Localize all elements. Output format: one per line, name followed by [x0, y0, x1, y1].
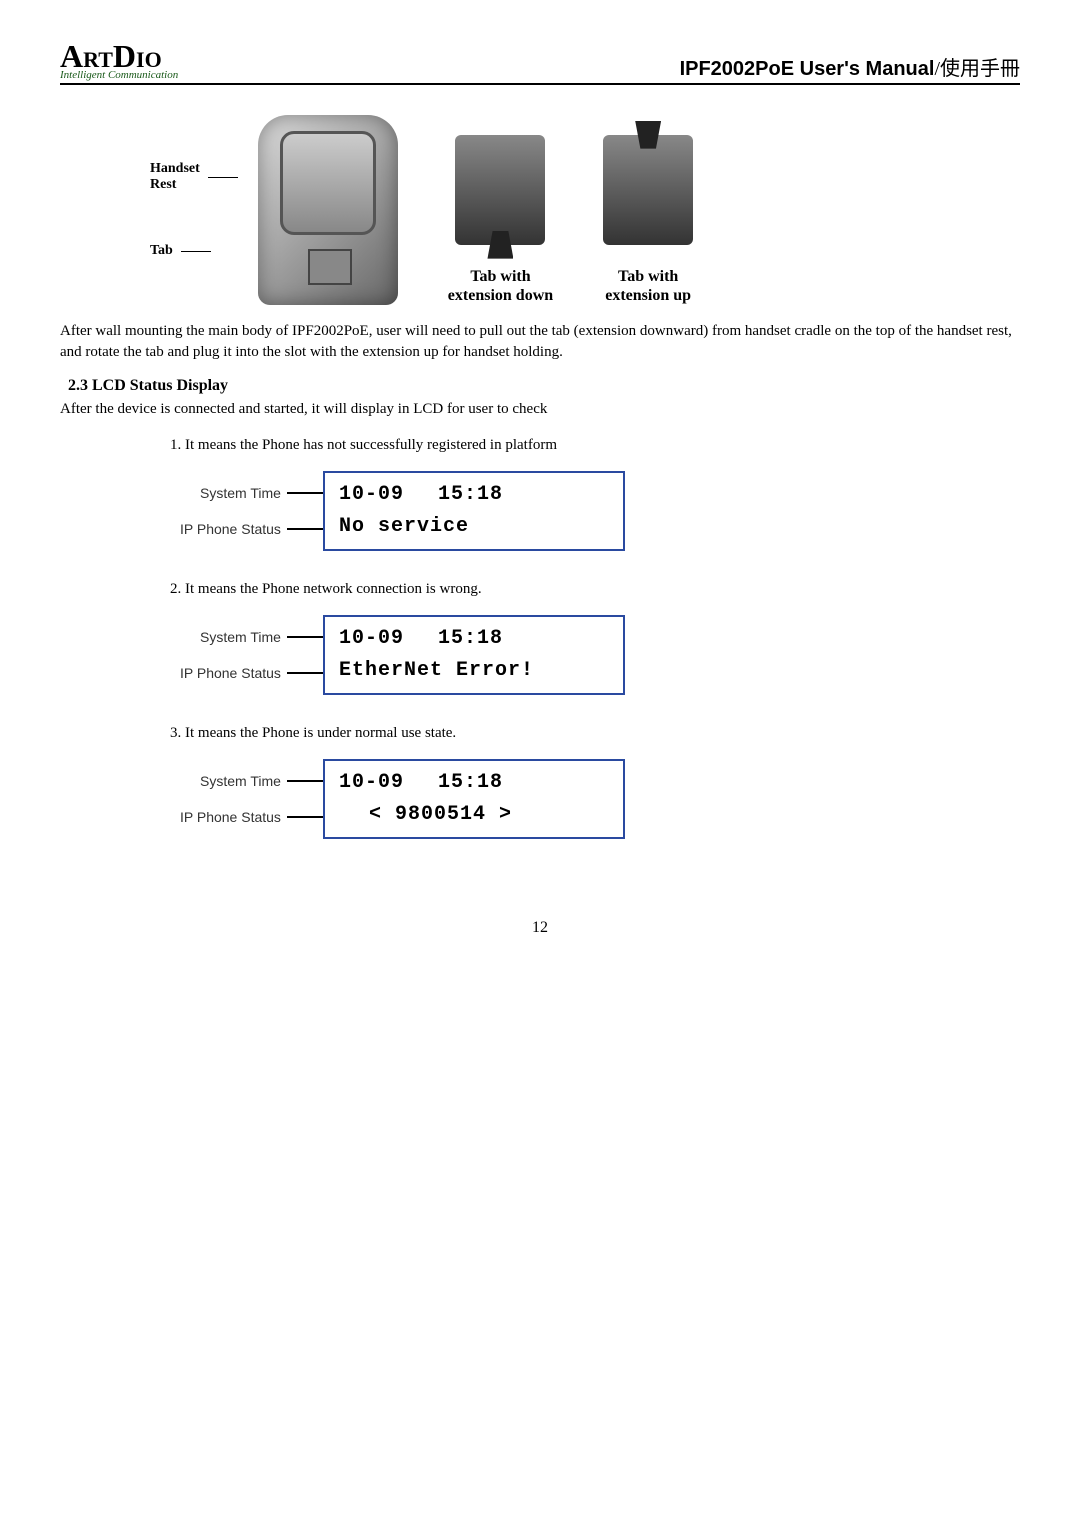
doc-title-cn: /使用手冊: [934, 58, 1020, 80]
lcd-figure-2: System Time IP Phone Status 10-09 15:18 E…: [180, 615, 1020, 695]
leader-line: [287, 636, 323, 638]
system-time-label: System Time: [180, 629, 323, 645]
lcd-display: 10-09 15:18 No service: [323, 471, 625, 551]
lcd-figure-3: System Time IP Phone Status 10-09 15:18 <…: [180, 759, 1020, 839]
page-header: ArtDio Intelligent Communication IPF2002…: [60, 40, 1020, 85]
leader-line: [287, 528, 323, 530]
tab-up-image: [603, 135, 693, 245]
handset-figure: HandsetRest Tab: [150, 115, 398, 305]
lcd-status-text: No service: [339, 511, 609, 543]
lcd-labels: System Time IP Phone Status: [180, 773, 323, 825]
lcd-status-text: EtherNet Error!: [339, 655, 609, 687]
lcd-labels: System Time IP Phone Status: [180, 485, 323, 537]
logo: ArtDio Intelligent Communication: [60, 40, 178, 81]
handset-rest-image: [258, 115, 398, 305]
lcd-time-clock: 15:18: [438, 767, 503, 799]
leader-line: [287, 780, 323, 782]
lcd-display: 10-09 15:18 EtherNet Error!: [323, 615, 625, 695]
tab-down-image: [455, 135, 545, 245]
paragraph-wall-mount: After wall mounting the main body of IPF…: [60, 321, 1020, 363]
tab-up-figure: Tab withextension up: [603, 135, 693, 305]
doc-title: IPF2002PoE User's Manual/使用手冊: [680, 52, 1020, 81]
lcd-time-clock: 15:18: [438, 623, 503, 655]
lcd-time-clock: 15:18: [438, 479, 503, 511]
logo-text: ArtDio: [60, 40, 178, 72]
paragraph-lcd-intro: After the device is connected and starte…: [60, 399, 1020, 420]
handset-rest-label: HandsetRest: [150, 161, 238, 193]
tab-down-caption: Tab withextension down: [448, 267, 553, 305]
handset-labels: HandsetRest Tab: [150, 161, 238, 259]
leader-line: [208, 177, 238, 178]
leader-line: [287, 492, 323, 494]
leader-line: [287, 816, 323, 818]
figure-row: HandsetRest Tab Tab withextension down T…: [150, 115, 1020, 305]
system-time-label: System Time: [180, 485, 323, 501]
list-item-3: 3. It means the Phone is under normal us…: [170, 723, 1020, 744]
lcd-labels: System Time IP Phone Status: [180, 629, 323, 681]
leader-line: [181, 251, 211, 252]
lcd-time-date: 10-09: [339, 623, 404, 655]
lcd-time-date: 10-09: [339, 767, 404, 799]
lcd-time-date: 10-09: [339, 479, 404, 511]
ip-phone-status-label: IP Phone Status: [180, 521, 323, 537]
ip-phone-status-label: IP Phone Status: [180, 665, 323, 681]
list-item-2: 2. It means the Phone network connection…: [170, 579, 1020, 600]
tab-down-figure: Tab withextension down: [448, 135, 553, 305]
logo-subtitle: Intelligent Communication: [60, 70, 178, 81]
tab-up-caption: Tab withextension up: [605, 267, 691, 305]
lcd-display: 10-09 15:18 < 9800514 >: [323, 759, 625, 839]
tab-label: Tab: [150, 243, 238, 259]
doc-title-en: IPF2002PoE User's Manual: [680, 58, 935, 80]
page-number: 12: [60, 919, 1020, 937]
system-time-label: System Time: [180, 773, 323, 789]
section-heading: 2.3 LCD Status Display: [68, 377, 1020, 395]
lcd-figure-1: System Time IP Phone Status 10-09 15:18 N…: [180, 471, 1020, 551]
list-item-1: 1. It means the Phone has not successful…: [170, 435, 1020, 456]
ip-phone-status-label: IP Phone Status: [180, 809, 323, 825]
lcd-status-text: < 9800514 >: [339, 799, 609, 831]
leader-line: [287, 672, 323, 674]
